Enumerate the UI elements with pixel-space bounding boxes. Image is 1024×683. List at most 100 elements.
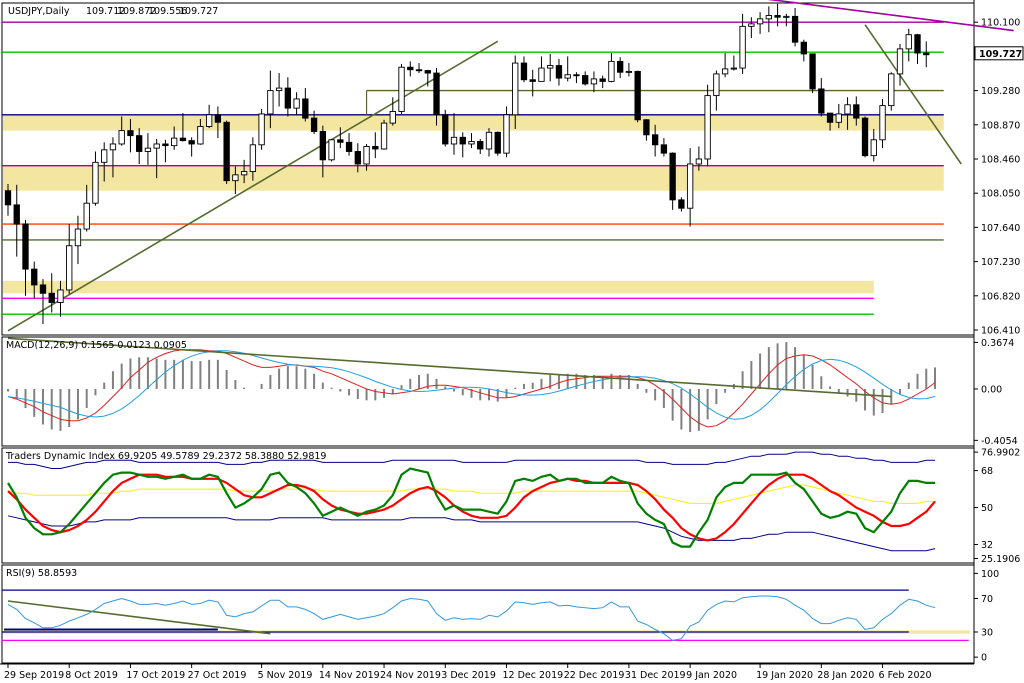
tdi-tick-label: 68: [981, 466, 993, 477]
candle-body: [223, 121, 230, 182]
price-tick-label: 106.410: [981, 325, 1020, 336]
macd-tick-label: 0.3674: [981, 338, 1014, 349]
macd-signal-line: [7, 349, 936, 428]
candle-body: [529, 79, 536, 82]
date-label: 14 Nov 2019: [319, 670, 380, 681]
macd-tick-label: 0.00: [981, 384, 1002, 395]
candle-body: [380, 122, 388, 150]
candle-body: [118, 130, 125, 145]
rsi-title: RSI(9) 58.8593: [6, 568, 77, 579]
rsi-trendline: [7, 600, 271, 635]
candle-body: [83, 202, 90, 230]
candle-body: [835, 113, 842, 123]
candle-body: [179, 137, 187, 142]
candle-body: [582, 75, 589, 85]
candle-body: [914, 34, 921, 54]
candle-body: [870, 139, 877, 157]
candle-body: [144, 147, 152, 152]
candle-body: [477, 141, 484, 150]
candle-body: [818, 88, 825, 114]
candle-body: [153, 143, 160, 149]
candle-body: [599, 78, 606, 82]
candle-body: [660, 144, 668, 154]
candle-body: [765, 15, 773, 20]
price-tick-label: 107.640: [981, 223, 1020, 234]
axis-labels: 110.100 109.280 108.870 108.460 108.050 107.6…: [4, 6, 1024, 681]
date-label: 6 Feb 2020: [879, 670, 932, 681]
candle-body: [92, 161, 99, 204]
candle-body: [905, 34, 912, 50]
candle-body: [774, 15, 781, 18]
candle-body: [861, 117, 869, 157]
trendline-2: [767, 0, 1014, 32]
ohlc-value-0: 109.712: [86, 6, 125, 17]
candle-body: [337, 139, 344, 143]
candle-body: [407, 66, 414, 71]
price-tick-label: 107.230: [981, 257, 1020, 268]
candle-body: [389, 110, 396, 124]
tdi-line-1: [7, 484, 935, 504]
support-zone-1: [3, 165, 944, 191]
date-label: 31 Dec 2019: [625, 670, 686, 681]
tdi-line-4: [7, 467, 935, 548]
candle-body: [240, 171, 248, 176]
date-label: 22 Dec 2019: [564, 670, 625, 681]
candle-body: [651, 134, 659, 146]
price-tick-label: 108.460: [981, 154, 1020, 165]
candle-body: [625, 70, 633, 73]
tdi-tick-label: 32: [981, 540, 993, 551]
date-label: 24 Nov 2019: [380, 670, 441, 681]
support-zone-2: [3, 280, 874, 294]
price-tick-label: 108.050: [981, 189, 1020, 200]
candle-body: [888, 73, 895, 107]
candle-body: [721, 68, 729, 75]
candle-body: [415, 69, 423, 72]
current-price-label: 109.727: [979, 49, 1022, 60]
rsi-tick-label: 30: [981, 628, 993, 639]
candle-body: [258, 113, 265, 146]
candle-body: [188, 140, 195, 145]
rsi-line: [7, 595, 936, 641]
candle-body: [424, 70, 431, 74]
candle-body: [826, 112, 834, 123]
candle-body: [617, 60, 624, 73]
candle-body: [197, 126, 204, 145]
candle-body: [879, 105, 886, 141]
candle-body: [748, 23, 755, 27]
date-label: 28 Jan 2020: [817, 670, 874, 681]
date-label: 12 Dec 2019: [502, 670, 563, 681]
rsi-tick-label: 70: [981, 594, 993, 605]
candle-body: [232, 174, 239, 182]
support-zone-0: [3, 114, 944, 131]
candle-body: [686, 163, 694, 209]
candle-body: [678, 199, 685, 209]
candle-body: [57, 289, 64, 303]
trendline-1: [864, 24, 962, 165]
tdi-line-0: [8, 451, 935, 469]
tdi-tick-label: 50: [981, 503, 993, 514]
date-label: 29 Sep 2019: [4, 670, 64, 681]
date-label: 17 Oct 2019: [126, 670, 185, 681]
candle-body: [713, 73, 720, 97]
candle-body: [442, 114, 449, 145]
candle-body: [101, 149, 108, 163]
date-label: 9 Jan 2020: [686, 670, 737, 681]
candle-body: [22, 223, 29, 270]
macd-tick-label: -0.4054: [981, 436, 1018, 447]
candle-body: [573, 74, 580, 77]
chart-title: USDJPY,Daily: [8, 6, 70, 17]
candle-body: [730, 67, 738, 70]
candle-body: [739, 25, 746, 69]
candle-body: [205, 114, 213, 127]
candle-body: [459, 136, 466, 145]
panels: [0, 0, 1014, 665]
candle-body: [756, 18, 764, 25]
candle-body: [923, 52, 930, 56]
candle-body: [512, 62, 519, 116]
tdi-line-3: [7, 473, 936, 542]
candle-body: [136, 135, 143, 152]
candle-body: [319, 131, 326, 161]
ohlc-value-1: 109.872: [117, 6, 156, 17]
ohlc-value-3: 109.727: [179, 6, 218, 17]
